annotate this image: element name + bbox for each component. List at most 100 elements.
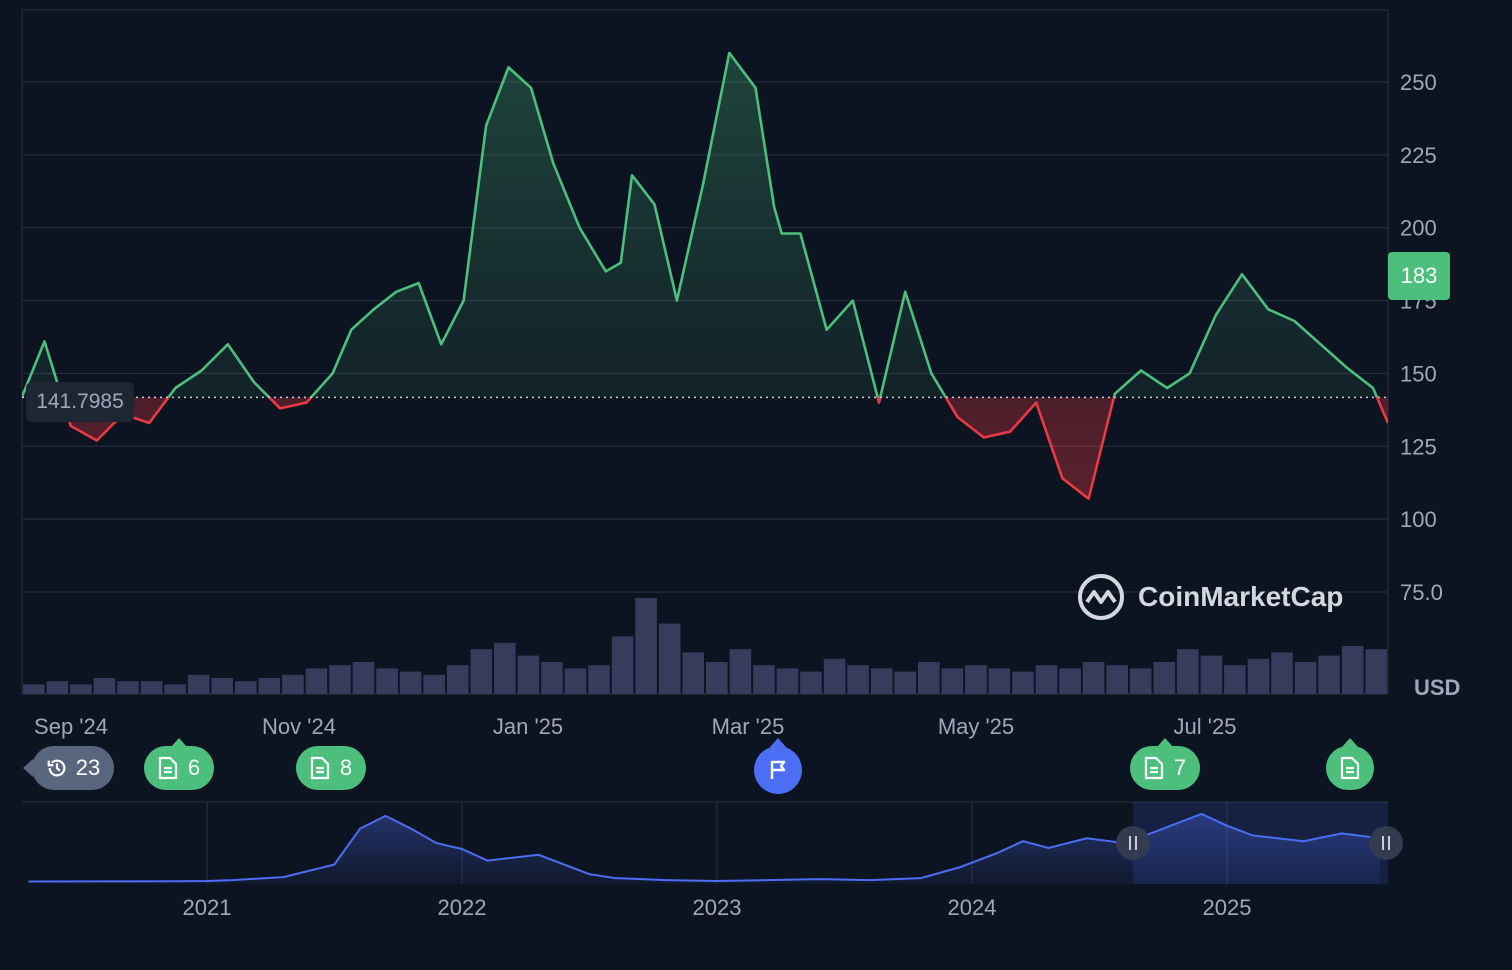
volume-bar	[164, 684, 186, 694]
document-icon	[1340, 756, 1360, 780]
plot-frame	[21, 9, 1389, 695]
y-tick-label: 125	[1400, 434, 1437, 459]
news-badge-2[interactable]: 8	[296, 746, 366, 790]
document-icon	[310, 756, 332, 780]
y-tick-label: 100	[1400, 507, 1437, 532]
volume-bar	[588, 665, 610, 694]
volume-bar	[1153, 662, 1176, 694]
y-tick-label: 75.0	[1400, 580, 1443, 605]
volume-bar	[776, 668, 799, 694]
volume-bar	[235, 681, 257, 694]
volume-bar	[564, 668, 587, 694]
price-area-above-baseline	[22, 52, 1388, 398]
volume-bar	[847, 665, 869, 694]
volume-bar	[470, 649, 493, 694]
coinmarketcap-watermark: CoinMarketCap	[1076, 572, 1343, 622]
volume-bar	[1082, 662, 1105, 694]
volume-bar	[517, 655, 540, 694]
news-count-2: 8	[339, 755, 353, 780]
volume-bar	[423, 674, 445, 694]
news-badge-1[interactable]: 6	[144, 738, 214, 790]
volume-bar	[258, 678, 281, 694]
volume-bar	[918, 662, 940, 694]
volume-bar	[800, 671, 822, 694]
history-icon	[46, 756, 68, 780]
volume-bar	[870, 668, 893, 694]
navigator-line	[28, 812, 1381, 883]
navigator-left-handle[interactable]	[1116, 826, 1150, 860]
baseline-price-tag: 141.7985	[26, 382, 134, 422]
x-tick-label: Jul '25	[1174, 714, 1237, 739]
x-tick-label: Jan '25	[493, 714, 563, 739]
volume-bar	[494, 642, 516, 694]
x-tick-label: May '25	[938, 714, 1014, 739]
volume-bar	[635, 598, 657, 694]
volume-bar	[187, 674, 210, 694]
volume-bar	[823, 658, 846, 694]
volume-bar	[1012, 671, 1034, 694]
volume-bar	[211, 678, 233, 694]
volume-bar	[1200, 655, 1223, 694]
volume-bar	[1247, 658, 1270, 694]
price-line-up	[22, 51, 1379, 398]
news-badge-3[interactable]: 7	[1130, 738, 1200, 790]
volume-bar	[1177, 649, 1199, 694]
volume-bar	[446, 665, 469, 694]
navigator-year-label: 2021	[183, 895, 232, 920]
volume-bar	[658, 623, 681, 694]
x-tick-label: Nov '24	[262, 714, 336, 739]
volume-bar	[93, 678, 116, 694]
y-tick-label: 225	[1400, 143, 1437, 168]
volume-bar	[611, 636, 634, 694]
navigator-right-handle[interactable]	[1369, 826, 1403, 860]
volume-bar	[23, 684, 45, 694]
volume-bar	[894, 671, 916, 694]
coinmarketcap-logo-icon	[1078, 574, 1124, 620]
milestone-badge[interactable]	[754, 738, 802, 794]
document-icon	[1144, 756, 1166, 780]
volume-bar	[1059, 668, 1081, 694]
volume-bar	[729, 649, 752, 694]
x-tick-label: Sep '24	[34, 714, 108, 739]
news-badge-4[interactable]	[1326, 738, 1374, 790]
volume-bar	[282, 674, 304, 694]
news-count-1: 6	[187, 755, 201, 780]
y-tick-label: 200	[1400, 216, 1437, 241]
price-area-below-baseline	[61, 397, 1388, 499]
flag-icon	[770, 760, 786, 779]
document-icon	[158, 756, 180, 780]
volume-bar	[541, 662, 563, 694]
navigator-year-label: 2023	[693, 895, 742, 920]
news-count-3: 7	[1173, 755, 1187, 780]
volume-bar	[117, 681, 139, 694]
y-tick-label: 150	[1400, 361, 1437, 386]
volume-bar	[1271, 652, 1293, 694]
volume-bar	[706, 662, 728, 694]
volume-bar	[46, 681, 69, 694]
volume-bar	[1106, 665, 1128, 694]
volume-bar	[941, 668, 964, 694]
volume-bar	[682, 652, 704, 694]
volume-bar	[399, 671, 422, 694]
volume-bar	[965, 665, 987, 694]
volume-bar	[988, 668, 1011, 694]
volume-bar	[329, 665, 351, 694]
volume-bar	[305, 668, 328, 694]
navigator-selection	[1133, 802, 1388, 884]
y-tick-label: 250	[1400, 70, 1437, 95]
volume-bar	[753, 665, 775, 694]
history-events-badge[interactable]: 23	[23, 746, 114, 790]
currency-label: USD	[1414, 675, 1460, 700]
x-tick-label: Mar '25	[712, 714, 785, 739]
volume-bar	[352, 662, 375, 694]
volume-bar	[1341, 646, 1364, 694]
navigator-year-label: 2024	[948, 895, 997, 920]
volume-bar	[1224, 665, 1246, 694]
history-events-count: 23	[75, 755, 101, 780]
volume-bar	[1318, 655, 1340, 694]
volume-bar	[1035, 665, 1058, 694]
volume-bar	[70, 684, 92, 694]
brand-name: CoinMarketCap	[1138, 581, 1344, 612]
current-price-tag: 183	[1388, 252, 1450, 300]
